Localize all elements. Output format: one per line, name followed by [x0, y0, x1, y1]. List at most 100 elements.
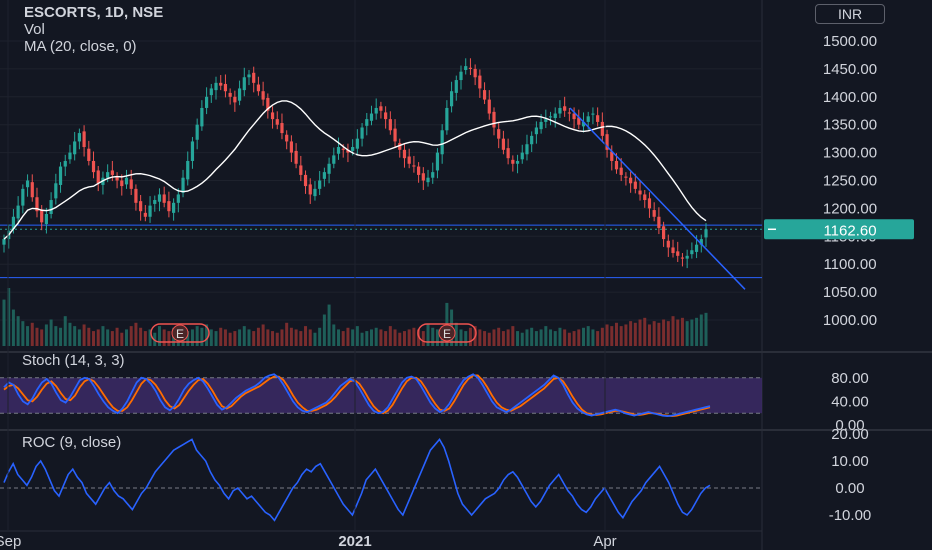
- price-tick-label: 1250.00: [823, 173, 877, 190]
- candle-body: [520, 152, 524, 160]
- roc-title: ROC (9, close): [22, 434, 121, 451]
- candle-body: [96, 170, 100, 184]
- volume-bar: [384, 331, 388, 346]
- candle-body: [690, 250, 694, 255]
- volume-bar: [124, 329, 128, 346]
- candle-body: [534, 127, 538, 135]
- volume-bar: [266, 329, 270, 346]
- symbol-title: ESCORTS, 1D, NSE: [24, 4, 164, 21]
- volume-bar: [186, 331, 190, 346]
- volume-bar: [214, 331, 218, 346]
- volume-bar: [16, 316, 20, 346]
- candle-body: [506, 148, 510, 159]
- candle-body: [591, 113, 595, 115]
- candle-body: [322, 172, 326, 179]
- volume-bar: [223, 329, 227, 346]
- volume-bar: [421, 331, 425, 346]
- volume-bar: [26, 326, 30, 346]
- volume-bar: [247, 329, 251, 346]
- candle-body: [44, 213, 49, 225]
- candle-body: [228, 92, 232, 97]
- candle-body: [30, 182, 34, 198]
- volume-bar: [671, 316, 675, 346]
- candle-body: [572, 113, 576, 120]
- candle-body: [129, 179, 133, 189]
- volume-bar: [101, 326, 105, 346]
- candle-body: [652, 210, 656, 217]
- candle-body: [91, 160, 96, 173]
- volume-bar: [596, 331, 600, 346]
- volume-bar: [190, 329, 194, 346]
- candle-body: [629, 177, 633, 184]
- volume-bar: [577, 329, 581, 346]
- volume-bar: [143, 331, 147, 346]
- candle-body: [563, 106, 567, 111]
- volume-bar: [662, 319, 666, 346]
- volume-bar: [558, 327, 562, 346]
- candle-body: [252, 72, 256, 83]
- candle-body: [544, 119, 548, 122]
- volume-label: Vol: [24, 21, 45, 38]
- volume-bar: [506, 329, 510, 346]
- candle-body: [223, 83, 228, 92]
- candle-body: [214, 82, 218, 91]
- candle-body: [511, 159, 515, 164]
- candle-body: [454, 80, 458, 93]
- volume-bar: [341, 331, 345, 346]
- candle-body: [308, 184, 312, 195]
- volume-bar: [256, 327, 260, 346]
- candle-body: [16, 205, 20, 219]
- volume-bar: [30, 322, 34, 346]
- candle-body: [379, 106, 383, 111]
- volume-bar: [426, 324, 430, 346]
- volume-bar: [44, 324, 48, 346]
- volume-bar: [110, 331, 114, 346]
- time-tick-label: Apr: [593, 533, 616, 550]
- candle-body: [143, 212, 147, 217]
- candle-body: [237, 88, 242, 101]
- candle-body: [421, 173, 425, 181]
- candle-body: [219, 82, 223, 86]
- candle-body: [68, 152, 72, 160]
- volume-bar: [549, 329, 553, 346]
- volume-bar: [619, 326, 623, 346]
- candle-body: [285, 134, 289, 142]
- volume-bar: [49, 319, 53, 346]
- volume-bar: [544, 326, 548, 346]
- candle-body: [666, 240, 670, 248]
- volume-bar: [92, 331, 96, 346]
- candle-body: [473, 68, 477, 78]
- candle-body: [346, 149, 350, 153]
- volume-bar: [511, 326, 515, 346]
- volume-bar: [676, 319, 680, 346]
- candle-body: [162, 194, 166, 203]
- candle-body: [299, 165, 303, 175]
- candle-body: [233, 96, 237, 103]
- volume-bar: [695, 317, 699, 346]
- candle-body: [643, 194, 647, 201]
- candle-body: [530, 135, 534, 145]
- volume-bar: [483, 331, 487, 346]
- candle-body: [120, 180, 124, 187]
- candle-body: [459, 71, 463, 81]
- currency-selector[interactable]: INR: [815, 4, 885, 24]
- candle-body: [172, 202, 176, 213]
- candle-body: [327, 163, 331, 174]
- volume-bar: [289, 327, 293, 346]
- candle-body: [186, 160, 190, 180]
- volume-bar: [685, 321, 689, 346]
- stoch-tick-label: 0.00: [835, 417, 864, 434]
- last-price-label: 1162.60: [823, 222, 876, 239]
- volume-bar: [87, 327, 91, 346]
- candle-body: [464, 66, 468, 71]
- volume-bar: [219, 327, 223, 346]
- volume-bar: [501, 331, 505, 346]
- candle-body: [525, 144, 529, 155]
- candle-body: [567, 112, 571, 114]
- volume-bar: [195, 326, 199, 346]
- volume-bar: [516, 331, 520, 346]
- volume-bar: [261, 324, 265, 346]
